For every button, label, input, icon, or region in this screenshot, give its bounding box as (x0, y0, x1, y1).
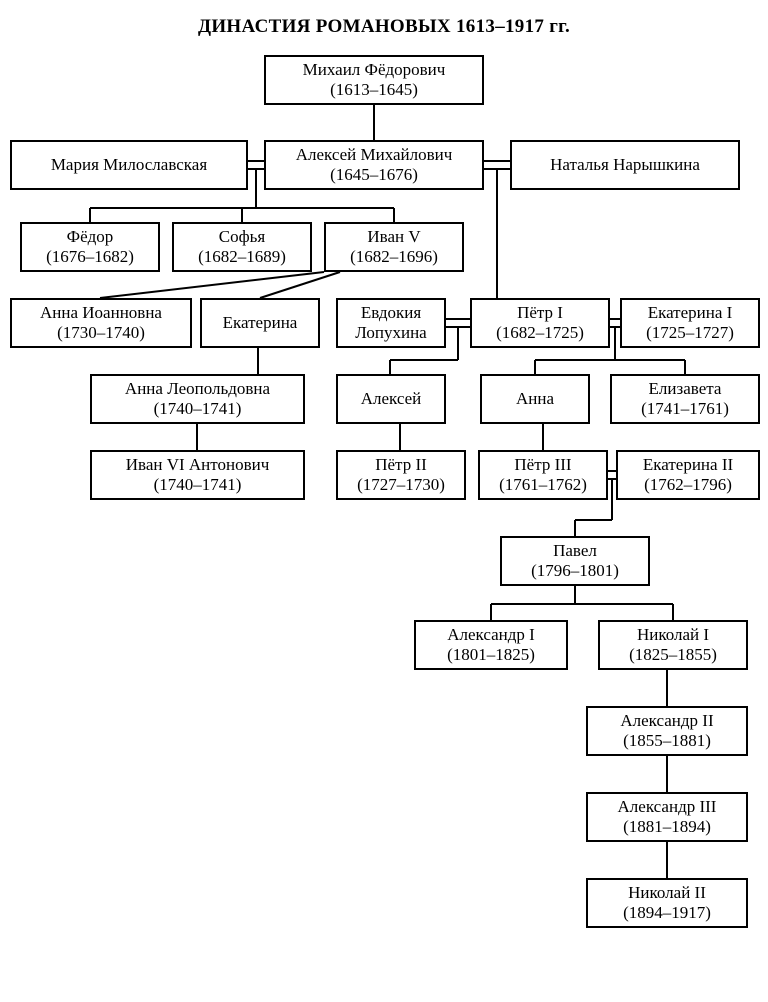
node-dates: (1855–1881) (623, 731, 711, 751)
node-dates: (1740–1741) (154, 475, 242, 495)
node-dates: (1645–1676) (330, 165, 418, 185)
node-name: Мария Милославская (51, 155, 207, 175)
node-natalya-naryshkina: Наталья Нарышкина (510, 140, 740, 190)
node-name: Наталья Нарышкина (550, 155, 700, 175)
node-name: Екатерина II (643, 455, 733, 475)
node-dates: Лопухина (355, 323, 426, 343)
node-dates: (1796–1801) (531, 561, 619, 581)
node-dates: (1682–1696) (350, 247, 438, 267)
node-ekaterina-ivanovna: Екатерина (200, 298, 320, 348)
node-name: Иван VI Антонович (126, 455, 270, 475)
node-dates: (1762–1796) (644, 475, 732, 495)
node-mikhail: Михаил Фёдорович (1613–1645) (264, 55, 484, 105)
node-ivan5: Иван V (1682–1696) (324, 222, 464, 272)
node-evdokia-lopukhina: Евдокия Лопухина (336, 298, 446, 348)
node-name: Евдокия (361, 303, 421, 323)
node-nikolai2: Николай II (1894–1917) (586, 878, 748, 928)
node-name: Николай II (628, 883, 706, 903)
node-name: Анна Иоанновна (40, 303, 162, 323)
node-dates: (1761–1762) (499, 475, 587, 495)
node-alexei-petrovich: Алексей (336, 374, 446, 424)
node-anna-leopoldovna: Анна Леопольдовна (1740–1741) (90, 374, 305, 424)
node-alexander2: Александр II (1855–1881) (586, 706, 748, 756)
node-ekaterina1: Екатерина I (1725–1727) (620, 298, 760, 348)
node-elizaveta: Елизавета (1741–1761) (610, 374, 760, 424)
node-name: Павел (553, 541, 597, 561)
node-alexei-mikhailovich: Алексей Михайлович (1645–1676) (264, 140, 484, 190)
node-name: Анна (516, 389, 554, 409)
node-petr2: Пётр II (1727–1730) (336, 450, 466, 500)
node-anna-ioannovna: Анна Иоанновна (1730–1740) (10, 298, 192, 348)
node-name: Алексей Михайлович (296, 145, 453, 165)
node-dates: (1801–1825) (447, 645, 535, 665)
node-name: Екатерина (223, 313, 298, 333)
node-name: Александр III (618, 797, 717, 817)
node-dates: (1676–1682) (46, 247, 134, 267)
node-dates: (1881–1894) (623, 817, 711, 837)
node-name: Екатерина I (648, 303, 733, 323)
node-name: Иван V (367, 227, 420, 247)
node-alexander1: Александр I (1801–1825) (414, 620, 568, 670)
node-dates: (1894–1917) (623, 903, 711, 923)
node-name: Фёдор (67, 227, 114, 247)
node-ekaterina2: Екатерина II (1762–1796) (616, 450, 760, 500)
node-dates: (1682–1725) (496, 323, 584, 343)
node-ivan6: Иван VI Антонович (1740–1741) (90, 450, 305, 500)
node-petr3: Пётр III (1761–1762) (478, 450, 608, 500)
node-name: Пётр II (375, 455, 427, 475)
node-maria-miloslavskaya: Мария Милославская (10, 140, 248, 190)
page-root: ДИНАСТИЯ РОМАНОВЫХ 1613–1917 гг. Михаил … (0, 0, 768, 1002)
chart-title: ДИНАСТИЯ РОМАНОВЫХ 1613–1917 гг. (0, 16, 768, 38)
node-name: Алексей (361, 389, 422, 409)
node-nikolai1: Николай I (1825–1855) (598, 620, 748, 670)
node-name: Софья (219, 227, 265, 247)
node-name: Михаил Фёдорович (303, 60, 446, 80)
node-dates: (1741–1761) (641, 399, 729, 419)
node-name: Пётр I (517, 303, 563, 323)
node-alexander3: Александр III (1881–1894) (586, 792, 748, 842)
node-petr1: Пётр I (1682–1725) (470, 298, 610, 348)
node-dates: (1613–1645) (330, 80, 418, 100)
node-dates: (1682–1689) (198, 247, 286, 267)
node-anna-petrovna: Анна (480, 374, 590, 424)
node-dates: (1740–1741) (154, 399, 242, 419)
node-dates: (1725–1727) (646, 323, 734, 343)
node-name: Николай I (637, 625, 709, 645)
node-dates: (1825–1855) (629, 645, 717, 665)
node-sofia: Софья (1682–1689) (172, 222, 312, 272)
node-name: Александр II (620, 711, 713, 731)
node-dates: (1730–1740) (57, 323, 145, 343)
node-name: Александр I (447, 625, 535, 645)
node-name: Пётр III (514, 455, 571, 475)
node-fedor: Фёдор (1676–1682) (20, 222, 160, 272)
node-pavel: Павел (1796–1801) (500, 536, 650, 586)
node-name: Елизавета (649, 379, 722, 399)
node-name: Анна Леопольдовна (125, 379, 270, 399)
node-dates: (1727–1730) (357, 475, 445, 495)
